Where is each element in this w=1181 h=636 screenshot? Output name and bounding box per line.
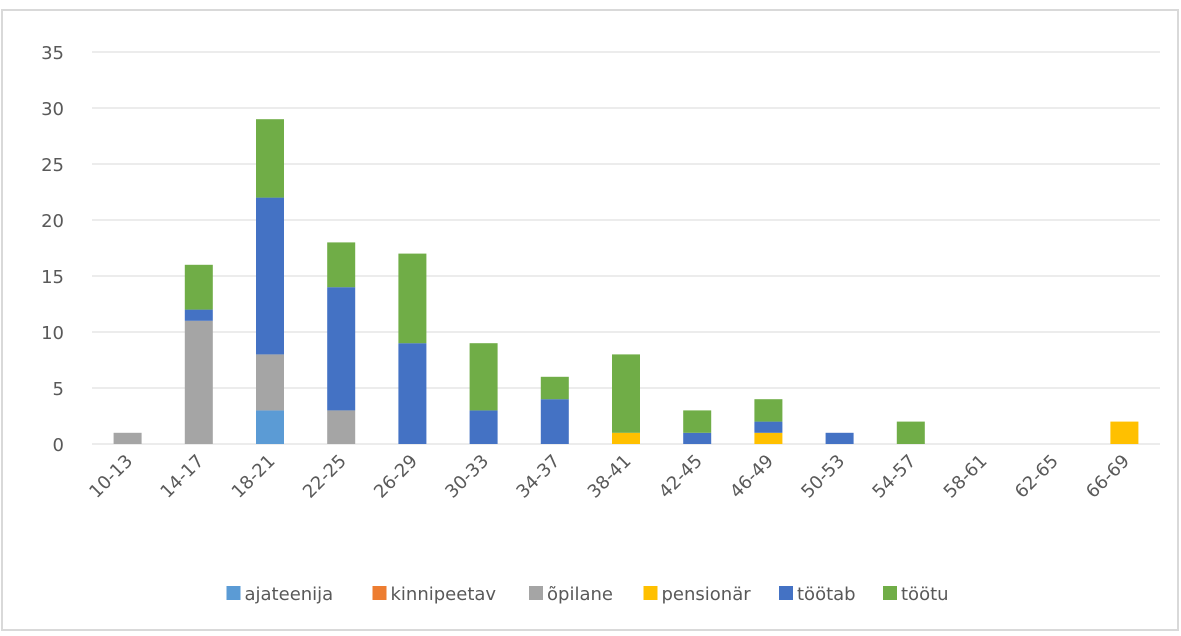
legend-label: pensionär (662, 584, 752, 605)
legend-label: ajateenija (245, 584, 334, 605)
y-tick-label: 20 (41, 211, 64, 232)
bar-segment (683, 410, 712, 433)
y-tick-label: 0 (53, 435, 64, 456)
bar-segment (256, 354, 284, 411)
bar-segment (896, 421, 925, 444)
bar-segment (184, 264, 213, 310)
legend-swatch (372, 586, 387, 600)
bar-segment (754, 432, 783, 444)
bar-segment (754, 421, 783, 433)
bar-segment (327, 410, 356, 444)
legend-swatch (883, 586, 897, 600)
legend-swatch (643, 586, 658, 600)
bar-segment (540, 376, 569, 400)
legend-label: kinnipeetav (391, 584, 497, 605)
bar-segment (1110, 421, 1139, 444)
bar-segment (256, 410, 284, 444)
y-tick-label: 30 (41, 99, 64, 120)
bar-segment (540, 399, 569, 444)
bar-segment (398, 343, 427, 444)
bar-segment (327, 287, 356, 411)
y-tick-label: 15 (41, 267, 64, 288)
bar-segment (113, 432, 142, 444)
bar-segment (184, 309, 213, 321)
legend-swatch (529, 586, 543, 600)
bar-segment (683, 432, 712, 444)
legend-label: töötu (901, 584, 949, 605)
y-tick-label: 5 (53, 379, 64, 400)
bar-segment (469, 410, 498, 444)
legend-label: töötab (797, 584, 856, 605)
y-tick-label: 25 (41, 155, 64, 176)
bar-segment (612, 354, 640, 433)
bar-segment (327, 242, 356, 288)
bar-segment (612, 432, 640, 444)
y-tick-label: 35 (41, 43, 64, 64)
bar-segment (184, 320, 213, 444)
bar-segment (825, 432, 854, 444)
bar-segment (754, 399, 783, 422)
bar-segment (398, 253, 427, 344)
bar-segment (469, 343, 498, 411)
bar-segment (256, 119, 284, 198)
legend-swatch (779, 586, 793, 600)
legend-label: õpilane (547, 584, 613, 605)
chart-frame (1, 9, 1179, 631)
legend-swatch (226, 586, 241, 600)
bar-segment (256, 197, 284, 355)
y-tick-label: 10 (41, 323, 64, 344)
